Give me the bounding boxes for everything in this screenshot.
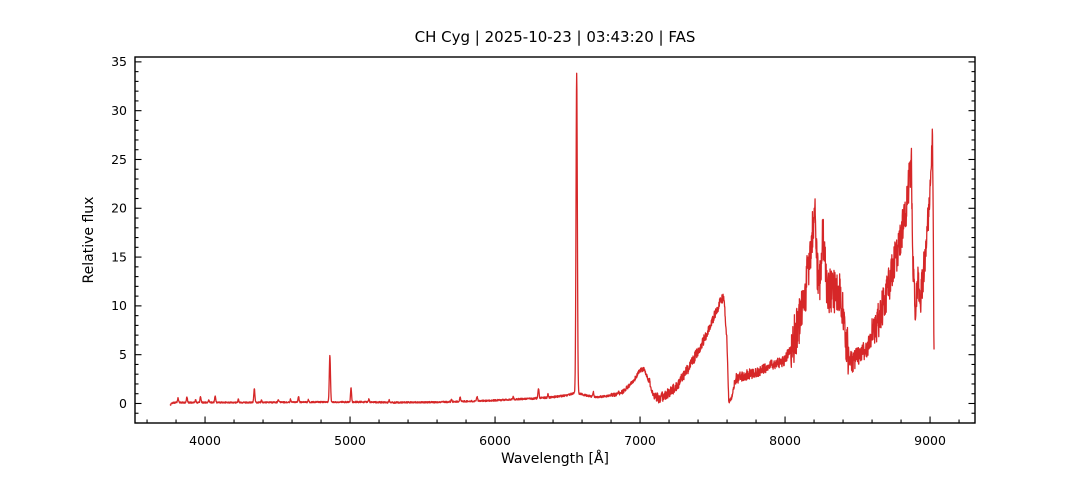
chart-title: CH Cyg | 2025-10-23 | 03:43:20 | FAS xyxy=(414,28,696,46)
y-tick-label: 30 xyxy=(111,103,127,118)
x-tick-label: 4000 xyxy=(189,433,221,448)
y-tick-label: 20 xyxy=(111,201,127,216)
x-tick-label: 5000 xyxy=(334,433,366,448)
y-tick-label: 5 xyxy=(119,347,127,362)
spectrum-line xyxy=(169,72,935,406)
x-tick-label: 8000 xyxy=(769,433,801,448)
y-tick-label: 15 xyxy=(111,249,127,264)
y-tick-label: 35 xyxy=(111,54,127,69)
y-axis-label: Relative flux xyxy=(81,196,97,284)
plot-border xyxy=(134,56,976,424)
y-tick-label: 25 xyxy=(111,152,127,167)
x-tick-label: 9000 xyxy=(914,433,946,448)
y-tick-label: 10 xyxy=(111,298,127,313)
y-tick-label: 0 xyxy=(119,396,127,411)
x-axis-label: Wavelength [Å] xyxy=(500,451,609,467)
x-tick-label: 6000 xyxy=(479,433,511,448)
x-tick-label: 7000 xyxy=(624,433,656,448)
